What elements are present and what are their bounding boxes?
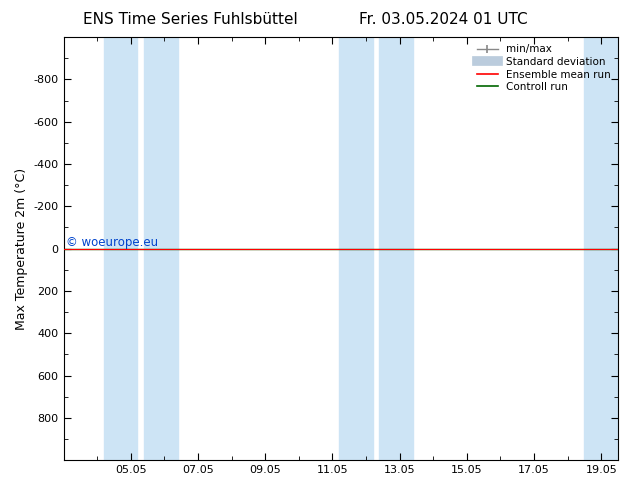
Y-axis label: Max Temperature 2m (°C): Max Temperature 2m (°C) [15, 168, 28, 330]
Bar [104, 37, 138, 460]
Bar [339, 37, 373, 460]
Text: © woeurope.eu: © woeurope.eu [67, 236, 158, 249]
Bar [585, 37, 618, 460]
Bar [379, 37, 413, 460]
Bar [144, 37, 178, 460]
Text: Fr. 03.05.2024 01 UTC: Fr. 03.05.2024 01 UTC [359, 12, 528, 27]
Legend: min/max, Standard deviation, Ensemble mean run, Controll run: min/max, Standard deviation, Ensemble me… [475, 42, 613, 94]
Text: ENS Time Series Fuhlsbüttel: ENS Time Series Fuhlsbüttel [83, 12, 297, 27]
